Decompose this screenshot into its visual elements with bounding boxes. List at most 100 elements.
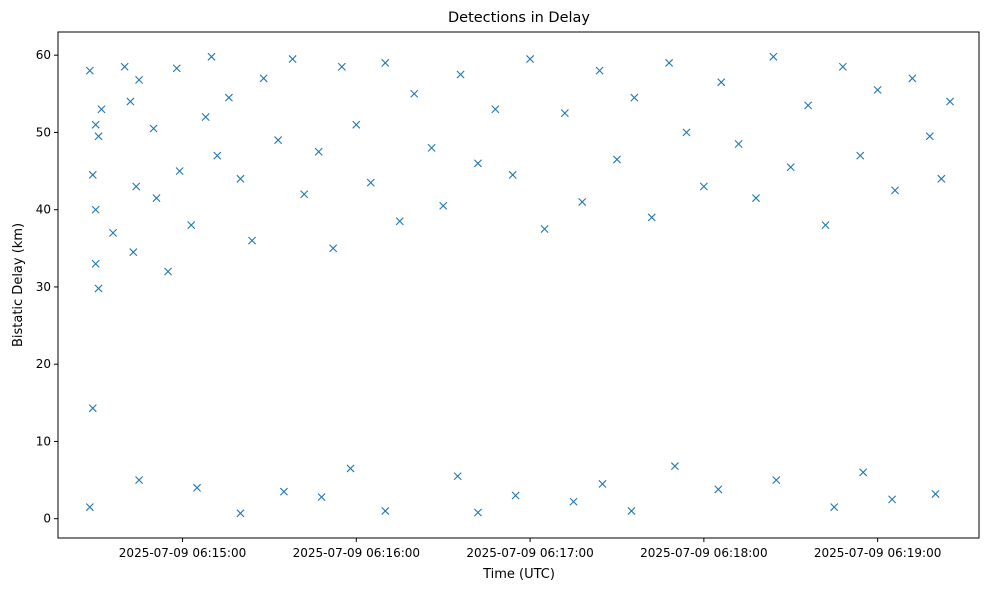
scatter-point <box>908 74 917 83</box>
scatter-point <box>946 97 955 106</box>
scatter-point <box>838 62 847 71</box>
scatter-point <box>85 66 94 75</box>
scatter-point <box>201 112 210 121</box>
scatter-point <box>88 170 97 179</box>
scatter-point <box>164 267 173 276</box>
x-tick-label: 2025-07-09 06:17:00 <box>466 546 593 560</box>
scatter-point <box>97 105 106 114</box>
y-tick-label: 60 <box>36 48 51 62</box>
scatter-point <box>88 404 97 413</box>
scatter-point <box>925 132 934 141</box>
scatter-point <box>109 228 118 237</box>
scatter-point <box>752 194 760 203</box>
scatter-point <box>259 74 268 83</box>
scatter-point <box>187 221 196 230</box>
scatter-point <box>453 472 462 481</box>
scatter-point <box>612 155 621 164</box>
scatter-point <box>769 52 778 61</box>
scatter-point <box>91 205 100 214</box>
scatter-point <box>329 244 338 253</box>
scatter-point <box>627 506 636 515</box>
y-tick-label: 0 <box>43 512 51 526</box>
scatter-point <box>670 462 679 471</box>
scatter-point <box>859 468 868 477</box>
scatter-point <box>135 75 144 84</box>
scatter-point <box>931 489 940 498</box>
scatter-point <box>699 182 708 191</box>
scatter-point <box>346 464 355 473</box>
scatter-point <box>578 197 587 206</box>
scatter-point <box>717 78 726 87</box>
y-axis-ticks: 0 10 20 30 40 50 60 <box>36 48 58 526</box>
scatter-point <box>152 194 161 203</box>
scatter-point <box>508 170 517 179</box>
scatter-point <box>314 147 323 156</box>
scatter-point <box>473 159 482 168</box>
plot-area <box>57 31 980 539</box>
y-tick-label: 30 <box>36 280 51 294</box>
scatter-point <box>888 495 897 504</box>
scatter-point <box>665 58 674 67</box>
y-tick-label: 10 <box>36 434 51 448</box>
scatter-point <box>456 70 465 79</box>
scatter-point <box>381 506 390 515</box>
scatter-point <box>439 201 448 210</box>
x-axis-ticks: 2025-07-09 06:15:00 2025-07-09 06:16:00 20… <box>119 538 941 560</box>
scatter-point <box>427 143 436 152</box>
scatter-point <box>224 93 233 102</box>
scatter-point <box>91 259 100 268</box>
scatter-point <box>149 124 158 133</box>
scatter-point <box>126 97 135 106</box>
scatter-point <box>85 503 94 512</box>
scatter-point <box>366 178 375 187</box>
scatter-point <box>891 186 899 195</box>
scatter-point <box>511 491 520 500</box>
scatter-point <box>647 213 656 222</box>
scatter-point <box>135 476 144 485</box>
y-tick-label: 40 <box>36 203 51 217</box>
scatter-markers <box>85 52 955 518</box>
scatter-point <box>772 476 781 485</box>
scatter-point <box>714 485 723 494</box>
scatter-point <box>491 105 500 114</box>
scatter-point <box>288 55 297 64</box>
scatter-point <box>381 58 390 67</box>
scatter-point <box>213 151 222 160</box>
scatter-point <box>317 493 326 502</box>
scatter-point <box>526 55 535 64</box>
scatter-point <box>236 174 245 183</box>
x-tick-label: 2025-07-09 06:18:00 <box>640 546 767 560</box>
scatter-point <box>569 497 578 506</box>
scatter-point <box>236 509 245 518</box>
scatter-point <box>175 167 184 176</box>
scatter-point <box>630 93 639 102</box>
x-tick-label: 2025-07-09 06:16:00 <box>293 546 420 560</box>
plot-frame <box>57 31 980 539</box>
scatter-point <box>734 140 743 149</box>
scatter-point <box>395 217 404 226</box>
scatter-point <box>279 487 288 496</box>
scatter-point <box>821 221 830 230</box>
scatter-point <box>94 284 103 293</box>
scatter-point <box>856 151 865 160</box>
scatter-point <box>682 128 691 137</box>
scatter-point <box>937 174 946 183</box>
scatter-point <box>120 62 129 71</box>
scatter-point <box>540 225 549 233</box>
scatter-point <box>300 190 309 199</box>
x-axis-title: Time (UTC) <box>482 567 555 582</box>
scatter-point <box>91 120 100 129</box>
scatter-point <box>274 136 283 145</box>
scatter-point <box>172 64 181 73</box>
y-axis-title: Bistatic Delay (km) <box>11 223 26 347</box>
y-tick-label: 20 <box>36 357 51 371</box>
scatter-point <box>207 52 216 61</box>
scatter-point <box>132 182 141 191</box>
scatter-point <box>473 508 482 517</box>
y-tick-label: 50 <box>36 125 51 139</box>
scatter-point <box>873 85 882 94</box>
scatter-point <box>560 109 569 118</box>
scatter-point <box>337 62 346 71</box>
scatter-point <box>786 163 795 172</box>
